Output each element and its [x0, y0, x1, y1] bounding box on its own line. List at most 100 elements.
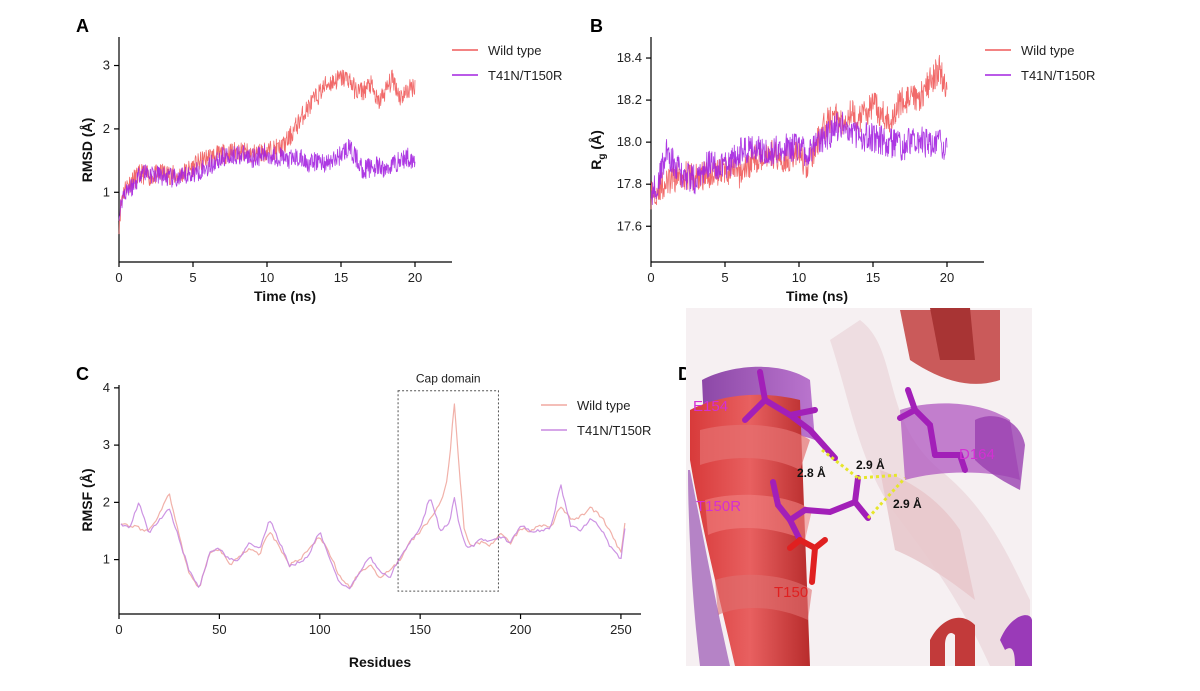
x-tick-label: 50	[212, 622, 226, 637]
side-chain-t150r	[770, 475, 871, 543]
panel-a-letter: A	[76, 16, 89, 36]
y-tick-label: 18.2	[617, 92, 642, 107]
panel-c-series	[120, 403, 626, 590]
y-tick-label: 17.6	[617, 218, 642, 233]
legend-label-mutant: T41N/T150R	[488, 68, 562, 83]
panel-a-ticks: 0 5 10 15 20 1 2 3	[103, 58, 422, 285]
y-tick-label: 18.0	[617, 134, 642, 149]
panel-a-y-title: RMSD (Å)	[79, 118, 95, 183]
x-tick-label: 0	[115, 622, 122, 637]
e154-stick-3	[787, 407, 818, 418]
panel-b-ticks: 0 5 10 15 20 17.6 17.8 18.0 18.2 18.4	[617, 50, 955, 285]
x-tick-label: 100	[309, 622, 331, 637]
hbond-2	[857, 473, 901, 480]
y-tick-label: 1	[103, 552, 110, 567]
legend-label-wild-type: Wild type	[488, 43, 541, 58]
y-tick-label: 4	[103, 380, 110, 395]
hairpin-red	[930, 617, 975, 666]
protein-structure-image: E154 D164 T150R T150 2.8 Å 2.9 Å 2.9 Å	[686, 308, 1032, 666]
panel-c-x-title: Residues	[349, 654, 411, 670]
x-tick-label: 10	[260, 270, 274, 285]
cap-domain-label: Cap domain	[416, 372, 481, 386]
panel-a-legend: Wild type T41N/T150R	[452, 43, 562, 83]
series-line-wild-type	[120, 403, 626, 589]
x-tick-label: 0	[647, 270, 654, 285]
x-tick-label: 5	[189, 270, 196, 285]
d164-stick-1	[905, 387, 938, 458]
label-d164: D164	[959, 446, 995, 463]
x-tick-label: 20	[408, 270, 422, 285]
cap-domain-box	[397, 390, 499, 592]
x-tick-label: 250	[610, 622, 632, 637]
y-tick-label: 2	[103, 121, 110, 136]
purple-helix-edge	[688, 470, 730, 666]
t150-stick-2	[809, 545, 818, 585]
series-line-mutant	[650, 111, 948, 205]
t150r-stick-4	[787, 517, 803, 543]
panel-b-y-title-unit: (Å)	[588, 130, 604, 153]
series-line-wild-type	[118, 69, 416, 235]
background-ribbon	[830, 320, 1030, 666]
legend-label-mutant: T41N/T150R	[1021, 68, 1095, 83]
y-tick-label: 18.4	[617, 50, 642, 65]
panel-b-y-title-main: R	[588, 160, 604, 170]
y-tick-label: 2	[103, 494, 110, 509]
t150r-stick-3	[852, 499, 871, 521]
d164-stick-3	[932, 452, 968, 473]
panel-c-letter: C	[76, 364, 89, 384]
panel-b-x-title: Time (ns)	[786, 288, 848, 304]
y-tick-label: 3	[103, 58, 110, 73]
panel-a: A 0 5 10 15 20 1 2 3 Time (ns) RMSD (Å) Wild ty…	[76, 16, 562, 304]
x-tick-label: 15	[866, 270, 880, 285]
series-line-mutant	[118, 138, 416, 221]
legend-label-wild-type: Wild type	[577, 398, 630, 413]
upper-helix-shadow	[930, 308, 975, 360]
x-tick-label: 5	[721, 270, 728, 285]
distance-label-1: 2.8 Å	[797, 465, 826, 480]
d164-stick-2	[897, 407, 918, 421]
helix-turn-2	[705, 494, 812, 540]
right-ribbon-pale	[880, 470, 975, 600]
hbond-1	[821, 448, 859, 480]
x-tick-label: 15	[334, 270, 348, 285]
panel-c: C 0 50 100 150 200 250 1 2 3 4 Cap domain Residue…	[76, 364, 651, 670]
x-tick-label: 200	[510, 622, 532, 637]
panel-c-legend: Wild type T41N/T150R	[541, 398, 651, 438]
t150r-stick-2	[852, 475, 861, 505]
panel-b-y-title-sub: g	[597, 154, 608, 160]
y-tick-label: 3	[103, 437, 110, 452]
t150-stick-3	[787, 537, 803, 551]
label-e154: E154	[693, 398, 728, 415]
panel-a-series	[118, 69, 416, 235]
panel-b-series	[650, 54, 948, 210]
panel-a-x-title: Time (ns)	[254, 288, 316, 304]
legend-label-wild-type: Wild type	[1021, 43, 1074, 58]
panel-b-letter: B	[590, 16, 603, 36]
panel-b-legend: Wild type T41N/T150R	[985, 43, 1095, 83]
series-line-mutant	[120, 484, 626, 590]
helix-turn-3	[715, 574, 812, 620]
panel-b-y-title: Rg (Å)	[588, 130, 608, 170]
hairpin-purple	[1000, 615, 1032, 666]
label-t150: T150	[774, 584, 808, 601]
side-chain-t150	[787, 537, 828, 585]
legend-label-mutant: T41N/T150R	[577, 423, 651, 438]
t150r-stick-1	[770, 479, 858, 525]
distance-label-3: 2.9 Å	[893, 496, 922, 511]
panel-d: D	[678, 308, 1032, 666]
y-tick-label: 17.8	[617, 176, 642, 191]
e154-stick-2	[762, 397, 838, 461]
purple-helix-right-end	[975, 416, 1025, 490]
panel-b: B 0 5 10 15 20 17.6 17.8 18.0 18.2 18.4 Time (ns)…	[588, 16, 1095, 304]
x-tick-label: 150	[409, 622, 431, 637]
y-tick-label: 1	[103, 184, 110, 199]
side-chain-d164	[897, 387, 968, 473]
hydrogen-bonds	[821, 448, 907, 520]
panel-c-y-title: RMSF (Å)	[79, 469, 95, 532]
panel-c-ticks: 0 50 100 150 200 250 1 2 3 4	[103, 380, 632, 637]
label-t150r: T150R	[696, 498, 741, 515]
side-chain-e154	[742, 369, 838, 461]
x-tick-label: 20	[940, 270, 954, 285]
helix-turn-1	[700, 424, 810, 470]
x-tick-label: 10	[792, 270, 806, 285]
